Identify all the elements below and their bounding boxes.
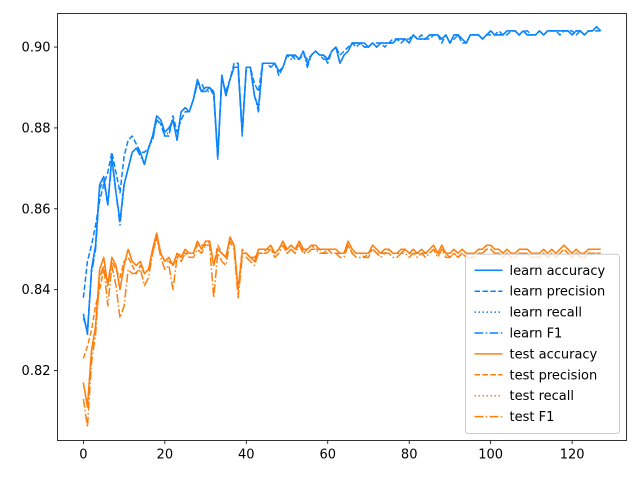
series-line-test-precision bbox=[82, 236, 601, 359]
series-line-learn-recall bbox=[82, 26, 602, 335]
y-tick-label: 0.90 bbox=[22, 41, 51, 56]
axes-layer: 0 20 40 60 80 100 120 0.82 0.84 0.86 0.88 0.90 bbox=[22, 41, 585, 463]
legend-label: test recall bbox=[510, 389, 575, 404]
legend: learn accuracy learn precision learn recal… bbox=[465, 253, 620, 434]
legend-label: test F1 bbox=[510, 410, 555, 425]
legend-label: test precision bbox=[510, 368, 598, 383]
y-tick-label: 0.84 bbox=[22, 283, 51, 298]
y-tick-label: 0.88 bbox=[22, 121, 51, 136]
x-tick-label: 40 bbox=[238, 448, 255, 463]
series-line-learn-f1 bbox=[82, 26, 602, 331]
legend-label: learn F1 bbox=[510, 327, 563, 342]
series-layer bbox=[82, 26, 602, 428]
x-tick-label: 0 bbox=[79, 448, 87, 463]
legend-label: learn precision bbox=[510, 285, 606, 300]
series-line-test-recall bbox=[82, 232, 601, 408]
x-tick-label: 120 bbox=[560, 448, 585, 463]
x-tick-label: 20 bbox=[157, 448, 174, 463]
legend-label: learn accuracy bbox=[510, 264, 606, 279]
legend-label: test accuracy bbox=[510, 347, 598, 362]
x-tick-label: 100 bbox=[478, 448, 503, 463]
x-tick-label: 80 bbox=[401, 448, 418, 463]
legend-label: learn recall bbox=[510, 306, 582, 321]
y-tick-label: 0.86 bbox=[22, 202, 51, 217]
x-tick-label: 60 bbox=[319, 448, 336, 463]
plot-frame bbox=[57, 13, 627, 441]
legend-box bbox=[465, 253, 620, 434]
y-tick-label: 0.82 bbox=[22, 364, 51, 379]
